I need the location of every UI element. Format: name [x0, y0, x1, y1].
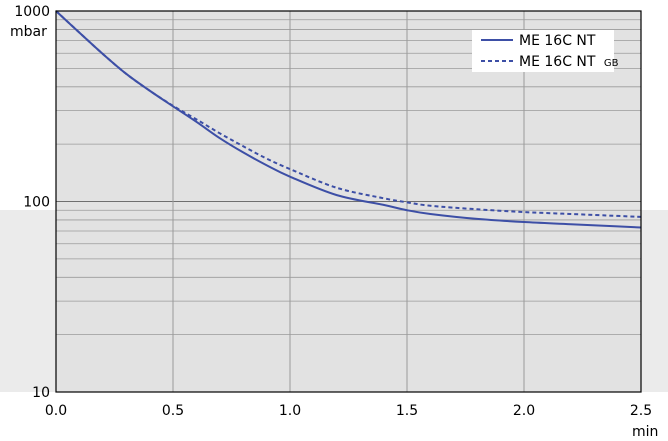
x-tick-label: 1.0 — [279, 403, 301, 419]
legend-entry-label: ME 16C NT — [519, 33, 596, 49]
legend: ME 16C NT ME 16C NT GB — [472, 30, 619, 72]
y-axis-label: mbar — [10, 24, 47, 40]
y-tick-label: 100 — [23, 195, 50, 211]
y-tick-label: 10 — [32, 385, 50, 401]
x-tick-label: 1.5 — [396, 403, 418, 419]
legend-entry-name: ME 16C NT — [519, 54, 596, 70]
x-tick-label: 0.5 — [162, 403, 184, 419]
x-tick-label: 0.0 — [45, 403, 67, 419]
x-axis-label: min — [632, 424, 658, 440]
legend-entry-name: ME 16C NT — [519, 33, 596, 49]
x-tick-label: 2.5 — [630, 403, 652, 419]
y-tick-label: 1000 — [14, 4, 50, 20]
x-tick-label: 2.0 — [513, 403, 535, 419]
legend-entry-subscript: GB — [604, 58, 619, 69]
